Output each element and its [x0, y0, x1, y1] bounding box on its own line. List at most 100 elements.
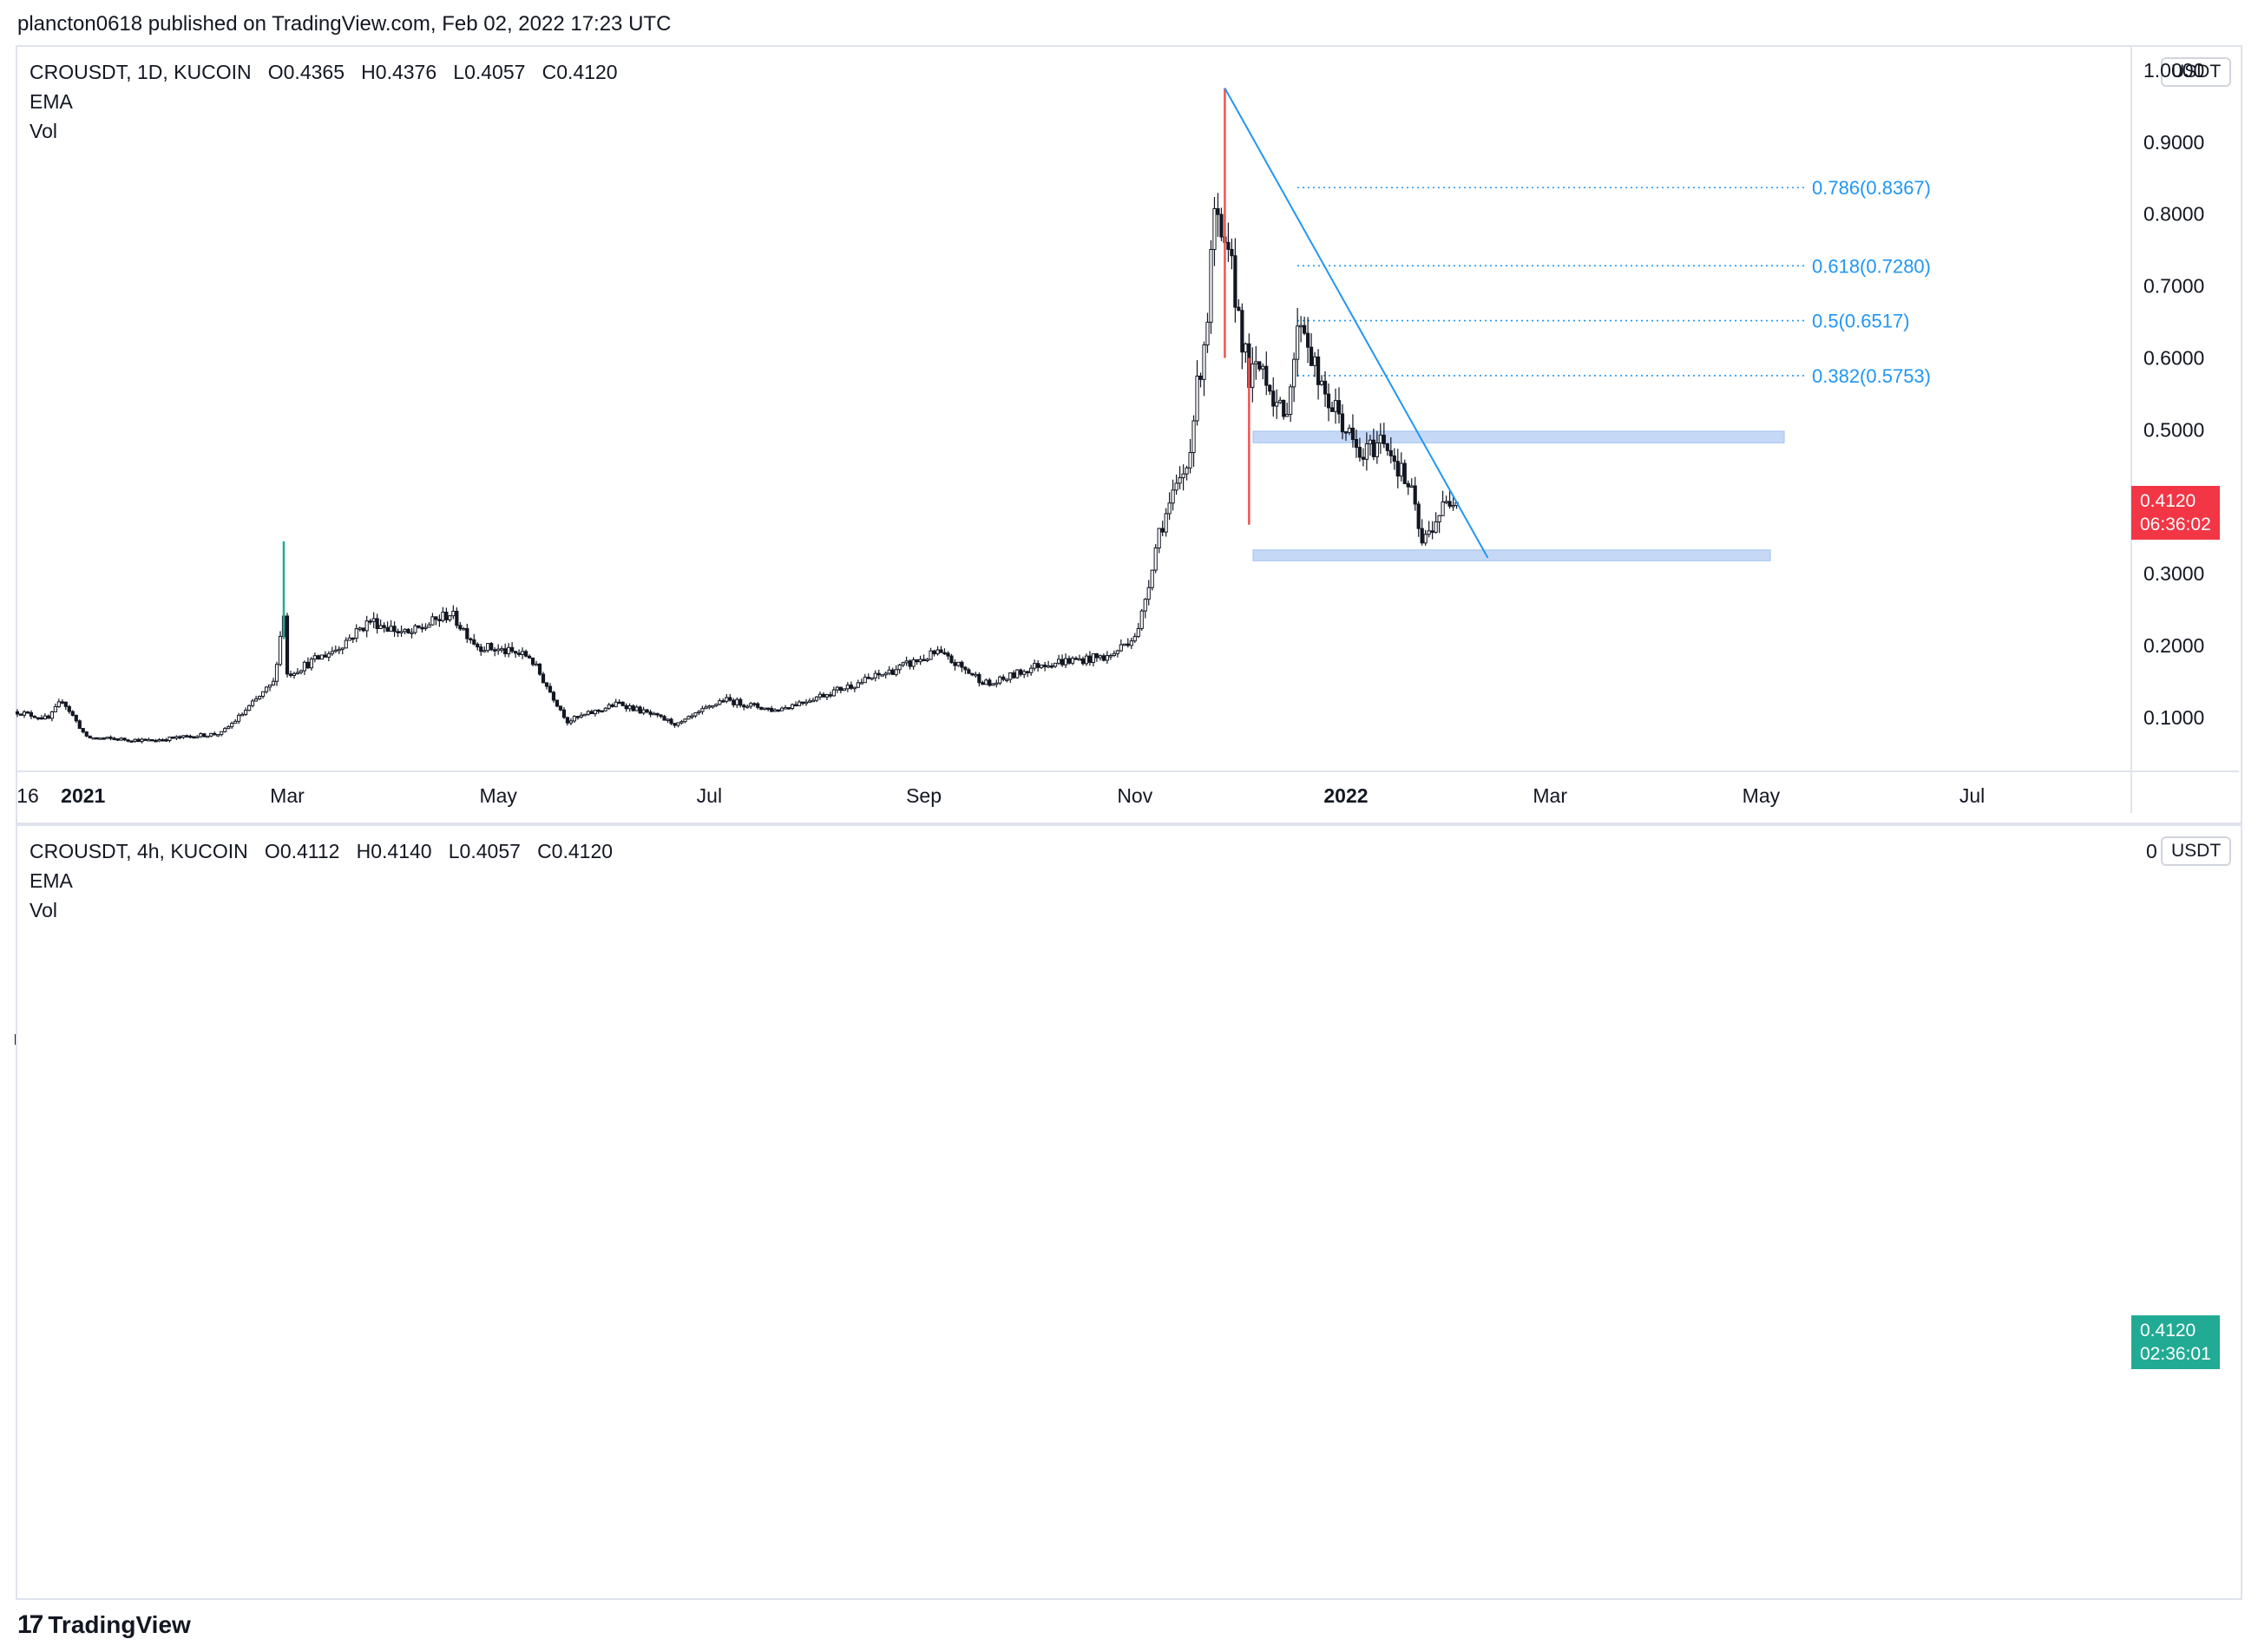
daily-x-tick-label: 2021: [61, 784, 105, 807]
daily-candle-body: [476, 643, 480, 648]
daily-candle-body: [1026, 671, 1030, 673]
daily-candle-body: [199, 733, 203, 738]
daily-candle: [1350, 414, 1355, 448]
daily-candle: [1392, 448, 1396, 470]
daily-candle-body: [493, 649, 497, 652]
daily-candle-body: [908, 660, 912, 667]
daily-candle-body: [1230, 248, 1234, 257]
daily-candle: [852, 686, 857, 692]
daily-candle: [81, 728, 85, 734]
daily-candle-body: [783, 707, 788, 710]
daily-candle-body: [427, 624, 431, 628]
daily-candle: [1271, 377, 1276, 417]
daily-fib-label: 0.618(0.7280): [1812, 255, 1931, 277]
daily-candle-body: [458, 625, 463, 630]
daily-candle-body: [129, 740, 134, 743]
daily-candle-body: [1388, 449, 1393, 456]
daily-candle: [766, 707, 771, 711]
daily-candle-body: [956, 661, 961, 666]
daily-candle: [74, 714, 78, 724]
daily-candle-body: [1268, 384, 1272, 392]
daily-candle: [337, 646, 341, 654]
daily-candle-body: [1364, 443, 1369, 460]
daily-candle: [697, 710, 701, 716]
daily-candle-body: [150, 738, 154, 742]
daily-candle: [292, 672, 297, 679]
daily-candle: [593, 709, 597, 717]
daily-candle: [1382, 423, 1386, 449]
daily-candle-body: [1395, 461, 1400, 477]
daily-candle-body: [541, 673, 546, 684]
daily-candle-body: [167, 736, 172, 742]
4h-vol-label[interactable]: Vol: [30, 899, 57, 921]
daily-candle-body: [520, 651, 525, 655]
daily-candle: [711, 705, 715, 709]
daily-candle-body: [963, 666, 968, 671]
daily-vol-label[interactable]: Vol: [30, 120, 57, 142]
daily-candle-body: [645, 709, 649, 713]
daily-candle-body: [67, 705, 71, 712]
daily-candle: [143, 738, 148, 741]
daily-candle: [783, 705, 788, 710]
daily-candle-body: [253, 698, 259, 702]
daily-candle-body: [1303, 324, 1307, 334]
daily-candle-body: [81, 728, 85, 733]
daily-candle-body: [790, 704, 795, 709]
daily-currency-badge[interactable]: USDT: [2161, 57, 2232, 87]
daily-candle: [963, 665, 968, 674]
daily-candle-body: [43, 715, 47, 720]
daily-candle-body: [375, 618, 379, 629]
daily-candle-body: [1361, 456, 1366, 460]
daily-candle: [548, 683, 553, 693]
daily-candle: [192, 736, 196, 739]
daily-candle: [863, 673, 867, 684]
daily-chart-panel[interactable]: [16, 45, 2242, 824]
daily-candle-body: [1275, 402, 1279, 407]
daily-candle-body: [880, 674, 884, 677]
daily-candle: [1447, 490, 1452, 509]
daily-candle-body: [1136, 627, 1140, 638]
daily-candle: [673, 722, 677, 728]
daily-candle-body: [842, 688, 846, 692]
daily-candle-body: [1382, 435, 1386, 445]
daily-candle: [561, 707, 567, 719]
daily-candle-body: [1046, 665, 1051, 668]
daily-candle-body: [714, 704, 719, 707]
daily-candle: [1150, 569, 1154, 591]
daily-candle: [161, 738, 165, 742]
daily-candle-body: [662, 716, 666, 721]
daily-candle: [1171, 479, 1175, 511]
daily-candle: [1040, 664, 1044, 670]
daily-candle: [171, 736, 175, 739]
daily-candle-body: [998, 676, 1002, 684]
daily-candle: [932, 649, 936, 657]
daily-candle-body: [1261, 365, 1265, 370]
publish-info: plancton0618 published on TradingView.co…: [17, 12, 672, 36]
daily-candle-body: [638, 706, 642, 714]
daily-candle: [745, 705, 750, 709]
daily-candle: [1430, 521, 1434, 540]
daily-candle-body: [887, 669, 891, 674]
daily-candle: [1067, 655, 1072, 665]
daily-candle: [1012, 670, 1016, 679]
4h-currency-badge[interactable]: USDT: [2161, 836, 2232, 866]
daily-candle: [486, 643, 490, 653]
daily-candle: [831, 686, 837, 697]
4h-chart-panel[interactable]: [16, 824, 2242, 1600]
daily-ema-label[interactable]: EMA: [30, 90, 73, 113]
4h-axis-stub: 0: [2146, 840, 2157, 862]
daily-candle-body: [1080, 658, 1086, 665]
daily-symbol-line: CROUSDT, 1D, KUCOIN O0.4365 H0.4376 L0.4…: [30, 61, 618, 83]
daily-candle-body: [614, 701, 618, 707]
daily-candle-body: [1289, 386, 1293, 416]
daily-candle-body: [1441, 501, 1445, 516]
4h-ema-label[interactable]: EMA: [30, 869, 73, 892]
daily-candle: [707, 705, 712, 710]
daily-candle-body: [1126, 643, 1130, 646]
daily-candle-body: [793, 704, 798, 707]
daily-candle: [652, 711, 656, 716]
daily-candle-body: [1105, 655, 1109, 661]
daily-candle-body: [1292, 358, 1296, 388]
daily-candle-body: [925, 659, 929, 661]
tradingview-logo[interactable]: 17 TradingView: [17, 1610, 191, 1640]
